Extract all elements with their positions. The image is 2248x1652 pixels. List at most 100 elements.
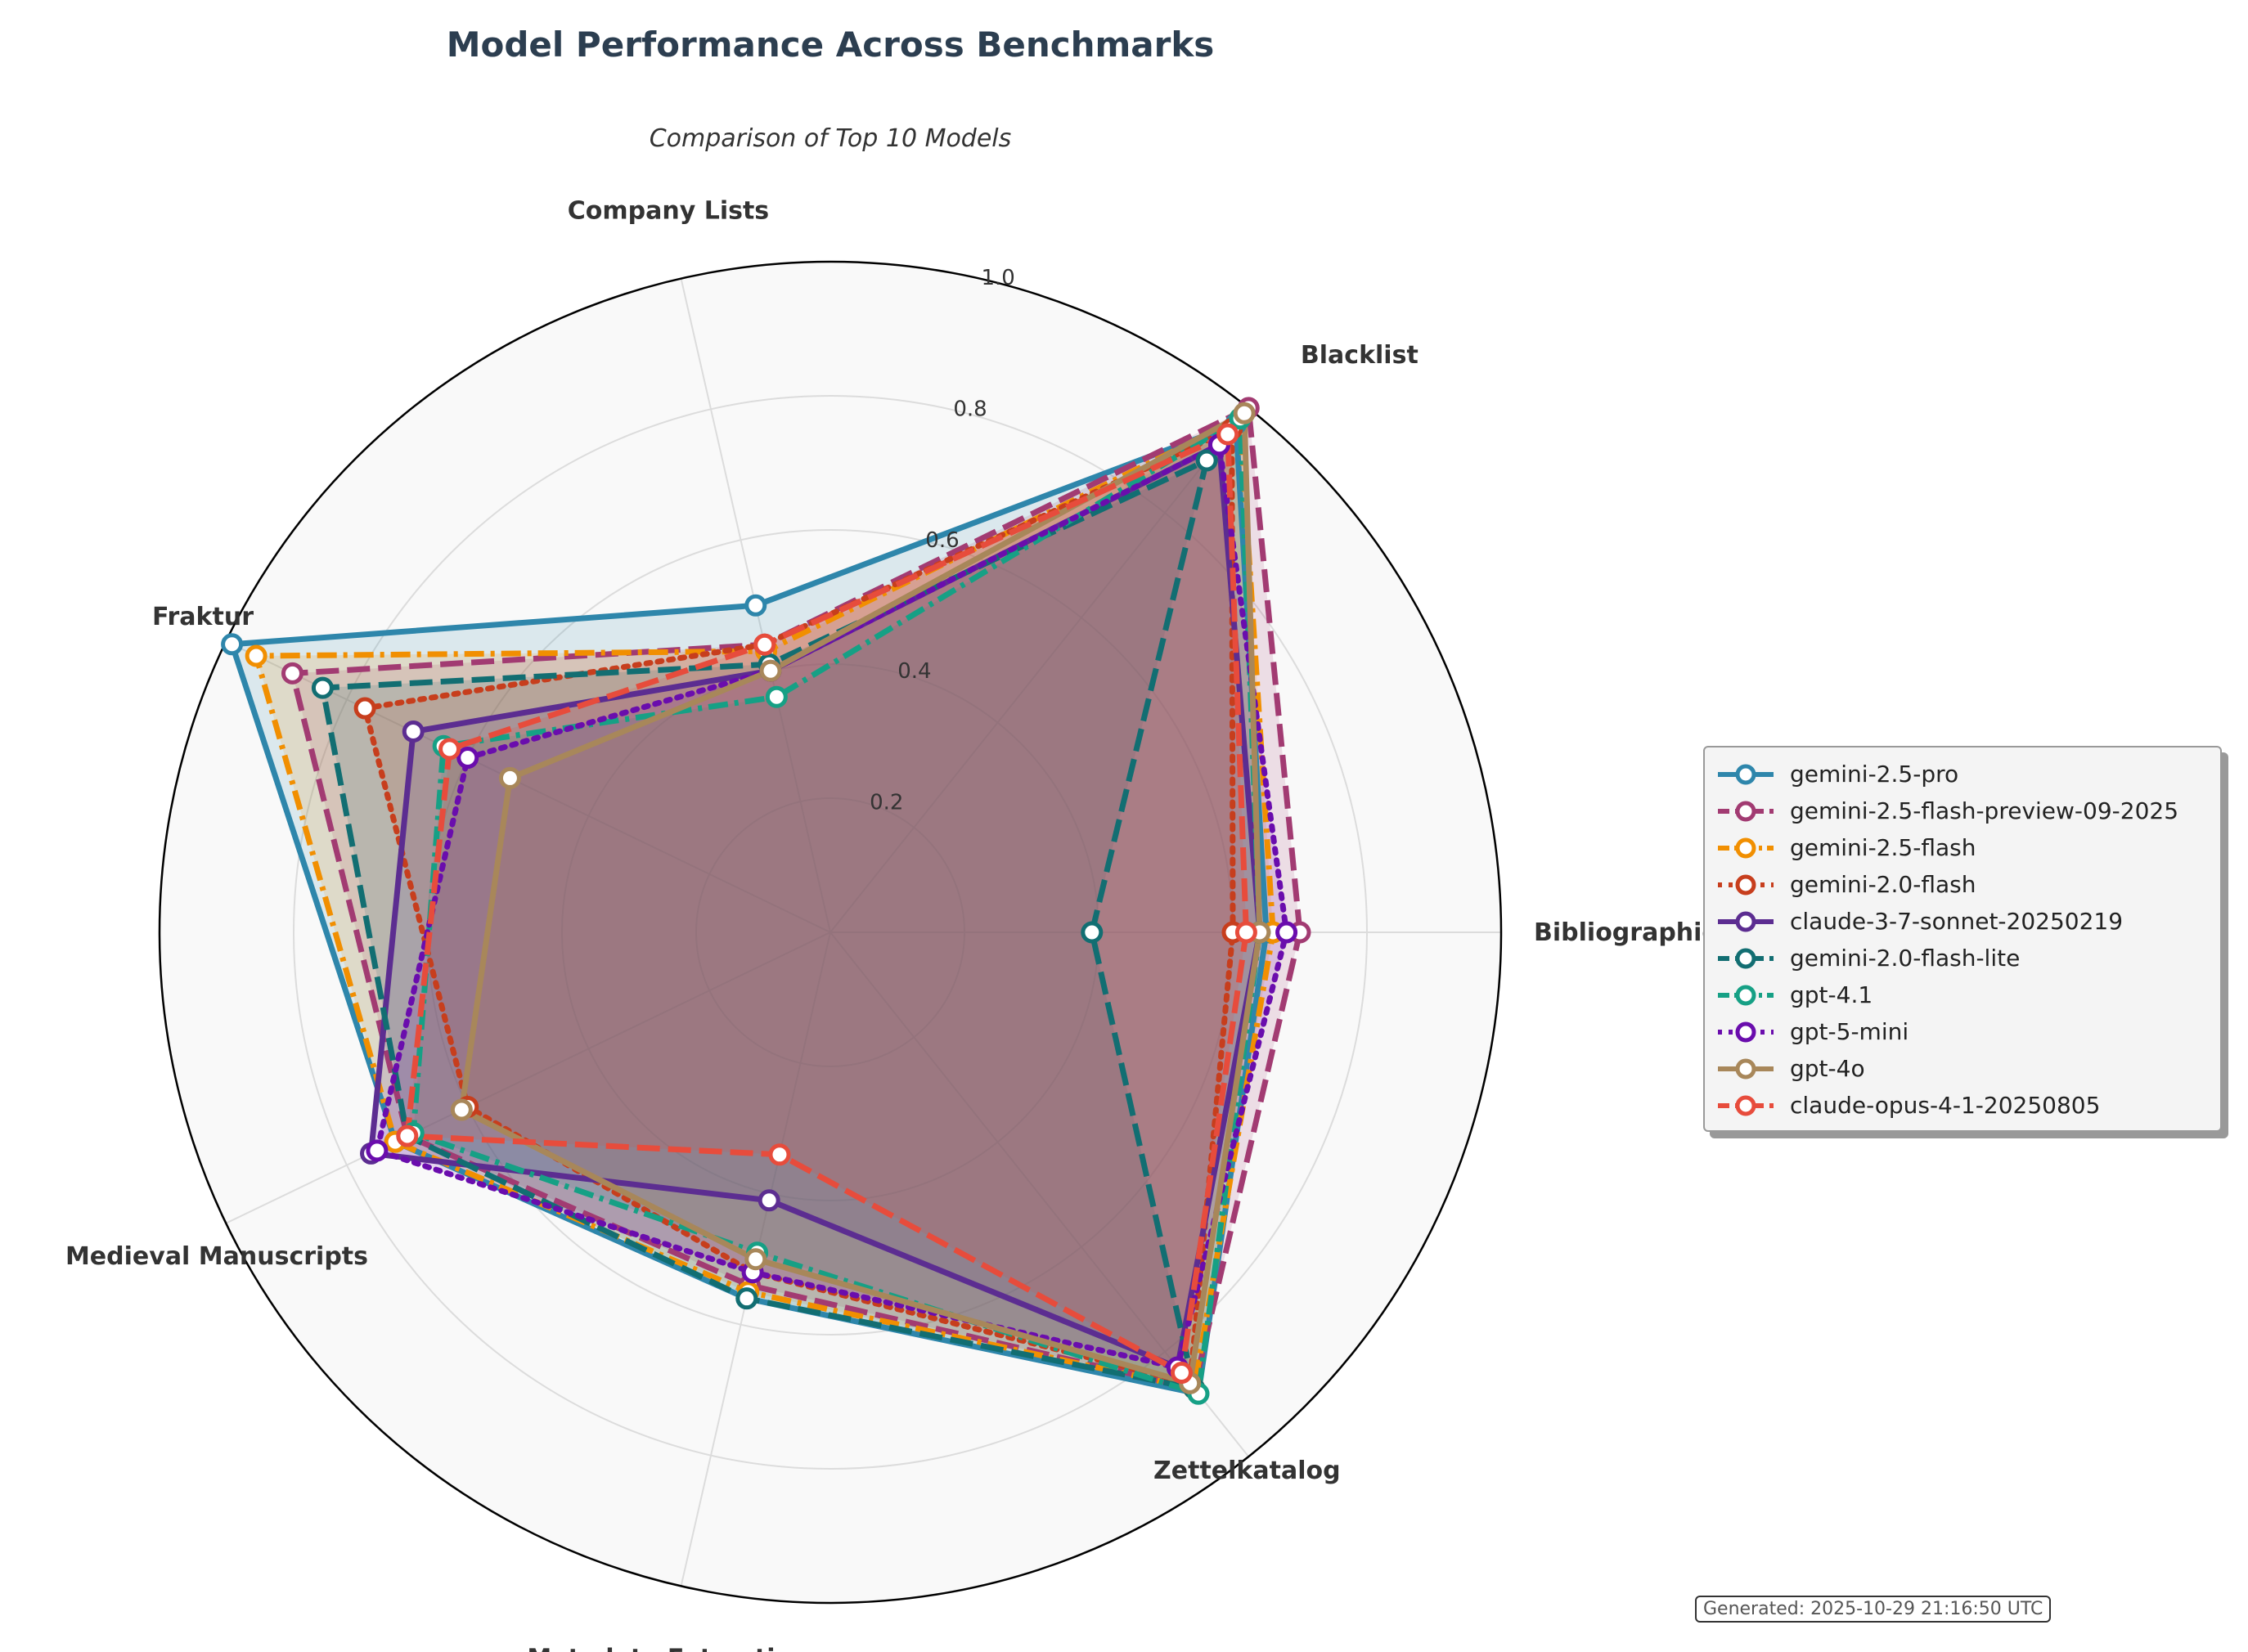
radial-tick-label: 1.0	[981, 266, 1014, 290]
data-point	[758, 1189, 780, 1212]
legend-item: gemini-2.0-flash-lite	[1705, 940, 2220, 976]
legend-swatch	[1718, 911, 1774, 931]
series-line	[458, 410, 1263, 1386]
data-point	[366, 1139, 389, 1162]
data-point	[1081, 921, 1104, 944]
point-layer	[221, 397, 1311, 1405]
fill-layer	[232, 407, 1300, 1394]
series-fill	[232, 424, 1267, 1394]
line-layer	[229, 405, 1303, 1397]
chart-title: Model Performance Across Benchmarks	[446, 25, 1215, 65]
legend-swatch	[1718, 801, 1774, 821]
series-fill	[407, 434, 1247, 1373]
legend-item: gemini-2.5-flash	[1705, 829, 2220, 866]
data-point	[498, 766, 521, 789]
legend-item: gemini-2.5-pro	[1705, 756, 2220, 792]
data-point	[744, 1248, 767, 1271]
legend-swatch-marker	[1735, 1021, 1756, 1042]
legend-label: claude-opus-4-1-20250805	[1790, 1092, 2101, 1119]
legend-item: gpt-5-mini	[1705, 1013, 2220, 1050]
axis-label: Metadata Extraction	[527, 1645, 809, 1652]
series-fill	[322, 460, 1207, 1389]
data-point	[456, 747, 479, 770]
grid-spoke	[225, 931, 831, 1224]
data-point	[1170, 1362, 1193, 1385]
legend-swatch	[1718, 948, 1774, 968]
legend-item: gpt-4.1	[1705, 976, 2220, 1013]
data-point	[438, 738, 461, 761]
series-line	[319, 457, 1210, 1392]
data-point	[735, 1287, 758, 1310]
data-point	[450, 1098, 473, 1121]
legend-label: gemini-2.5-pro	[1790, 761, 1959, 788]
legend-label: gemini-2.0-flash	[1790, 871, 1976, 898]
data-point	[768, 1143, 791, 1166]
legend-swatch-marker	[1735, 948, 1756, 968]
grid-spoke	[830, 407, 1250, 933]
data-point	[1234, 921, 1257, 944]
data-point	[744, 594, 767, 617]
legend-label: claude-3-7-sonnet-20250219	[1790, 908, 2124, 935]
legend-label: gemini-2.5-flash	[1790, 834, 1976, 861]
data-point	[1195, 449, 1218, 472]
series-line	[404, 431, 1249, 1376]
legend-swatch-marker	[1735, 801, 1756, 821]
legend-label: gpt-4o	[1790, 1055, 1865, 1082]
data-point	[1216, 423, 1239, 446]
legend: gemini-2.5-pro gemini-2.5-flash-preview-0…	[1703, 746, 2222, 1132]
legend-label: gpt-4.1	[1790, 981, 1873, 1008]
legend-item: claude-3-7-sonnet-20250219	[1705, 903, 2220, 940]
data-point	[311, 676, 334, 699]
data-point	[221, 633, 244, 656]
data-point	[402, 721, 425, 743]
data-point	[396, 1125, 419, 1147]
legend-item: gemini-2.5-flash-preview-09-2025	[1705, 792, 2220, 829]
series-fill	[371, 444, 1260, 1368]
axis-label: Blacklist	[1301, 341, 1418, 370]
data-point	[281, 662, 303, 685]
series-line	[374, 442, 1290, 1371]
axis-label: Company Lists	[568, 196, 769, 225]
legend-swatch-marker	[1735, 764, 1756, 784]
axis-label: Fraktur	[152, 603, 254, 631]
grid-layer	[158, 260, 1503, 1605]
radial-tick-label: 0.4	[897, 659, 931, 684]
legend-item: claude-opus-4-1-20250805	[1705, 1087, 2220, 1124]
data-point	[759, 659, 782, 682]
legend-swatch-marker	[1735, 985, 1756, 1005]
series-fill	[461, 413, 1260, 1384]
outer-ring	[158, 260, 1503, 1605]
legend-item: gemini-2.0-flash	[1705, 866, 2220, 903]
axis-label: Zettelkatalog	[1153, 1457, 1341, 1485]
legend-swatch	[1718, 764, 1774, 784]
chart-subtitle: Comparison of Top 10 Models	[649, 124, 1012, 153]
data-point	[753, 633, 776, 656]
data-point	[353, 697, 376, 720]
radial-tick-label: 0.8	[953, 397, 987, 421]
generated-timestamp: Generated: 2025-10-29 21:16:50 UTC	[1695, 1596, 2052, 1623]
legend-swatch	[1718, 985, 1774, 1005]
legend-item: gpt-4o	[1705, 1050, 2220, 1087]
series-fill	[413, 418, 1260, 1394]
legend-swatch-marker	[1735, 1058, 1756, 1079]
legend-swatch-marker	[1735, 874, 1756, 895]
legend-swatch	[1718, 1021, 1774, 1042]
legend-label: gpt-5-mini	[1790, 1018, 1909, 1045]
data-point	[245, 644, 268, 667]
legend-swatch	[1718, 837, 1774, 858]
data-point	[765, 685, 788, 708]
radial-tick-label: 0.2	[870, 791, 903, 815]
series-fill	[376, 444, 1287, 1368]
legend-label: gemini-2.5-flash-preview-09-2025	[1790, 797, 2179, 824]
legend-swatch	[1718, 1095, 1774, 1116]
legend-swatch-marker	[1735, 911, 1756, 931]
axis-label: Medieval Manuscripts	[65, 1242, 368, 1271]
legend-swatch-marker	[1735, 837, 1756, 858]
data-point	[1275, 921, 1298, 944]
legend-swatch-marker	[1735, 1095, 1756, 1116]
legend-label: gemini-2.0-flash-lite	[1790, 945, 2021, 972]
radial-tick-label: 0.6	[925, 528, 959, 553]
legend-swatch	[1718, 874, 1774, 895]
